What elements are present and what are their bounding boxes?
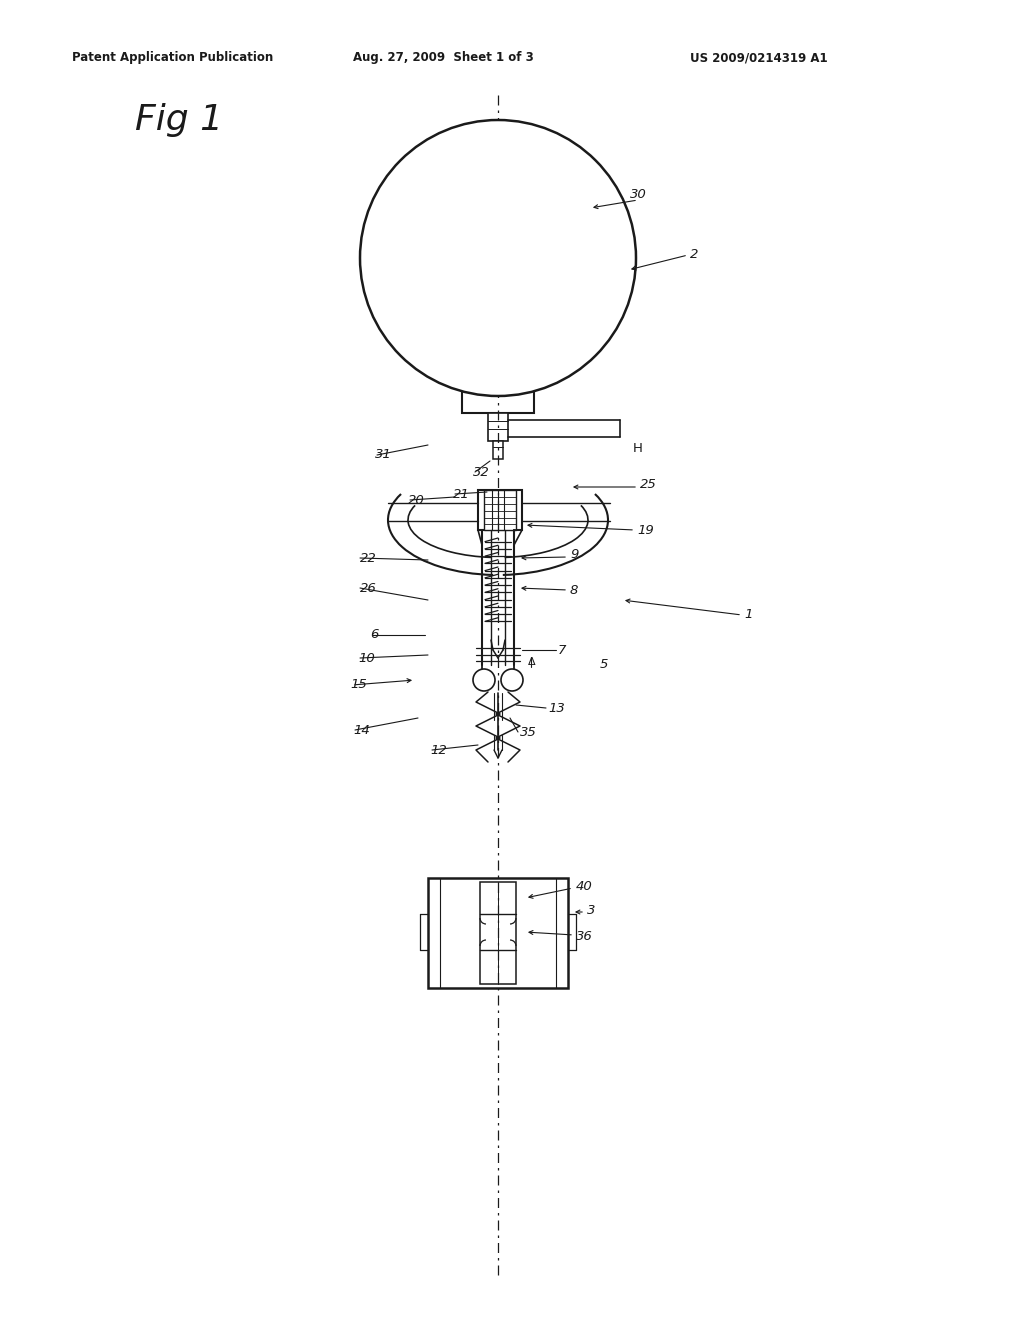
Text: 30: 30 <box>630 189 647 202</box>
Text: 15: 15 <box>350 678 367 692</box>
Bar <box>428 878 568 987</box>
Bar <box>462 381 534 413</box>
Text: 35: 35 <box>520 726 537 738</box>
Text: 36: 36 <box>575 931 593 944</box>
Circle shape <box>501 669 523 690</box>
Text: 1: 1 <box>744 609 753 622</box>
Circle shape <box>473 669 495 690</box>
Text: 14: 14 <box>353 723 370 737</box>
Text: 13: 13 <box>548 701 565 714</box>
Text: 21: 21 <box>453 487 470 500</box>
Text: 10: 10 <box>358 652 375 664</box>
Text: Fig 1: Fig 1 <box>135 103 223 137</box>
Circle shape <box>360 120 636 396</box>
Text: 5: 5 <box>600 659 608 672</box>
Text: 31: 31 <box>375 449 392 462</box>
Text: 19: 19 <box>637 524 653 536</box>
Text: 3: 3 <box>587 903 595 916</box>
Bar <box>480 882 516 983</box>
Text: 40: 40 <box>575 879 593 892</box>
Text: 26: 26 <box>360 582 377 594</box>
Bar <box>484 490 516 531</box>
Text: 12: 12 <box>430 743 446 756</box>
Text: 7: 7 <box>558 644 566 656</box>
Text: Patent Application Publication: Patent Application Publication <box>72 51 273 65</box>
Text: Aug. 27, 2009  Sheet 1 of 3: Aug. 27, 2009 Sheet 1 of 3 <box>353 51 534 65</box>
Bar <box>478 345 518 360</box>
Text: 20: 20 <box>408 494 425 507</box>
Bar <box>474 360 522 381</box>
Text: Δ: Δ <box>528 657 536 667</box>
Text: 25: 25 <box>640 478 656 491</box>
Text: 2: 2 <box>690 248 698 261</box>
Text: 8: 8 <box>570 583 579 597</box>
Text: US 2009/0214319 A1: US 2009/0214319 A1 <box>690 51 827 65</box>
Bar <box>488 413 508 441</box>
Bar <box>493 441 503 459</box>
Bar <box>478 490 522 531</box>
Text: 6: 6 <box>370 628 379 642</box>
Text: 32: 32 <box>473 466 489 479</box>
Text: 9: 9 <box>570 549 579 561</box>
Text: 22: 22 <box>360 552 377 565</box>
Text: H: H <box>633 441 643 454</box>
